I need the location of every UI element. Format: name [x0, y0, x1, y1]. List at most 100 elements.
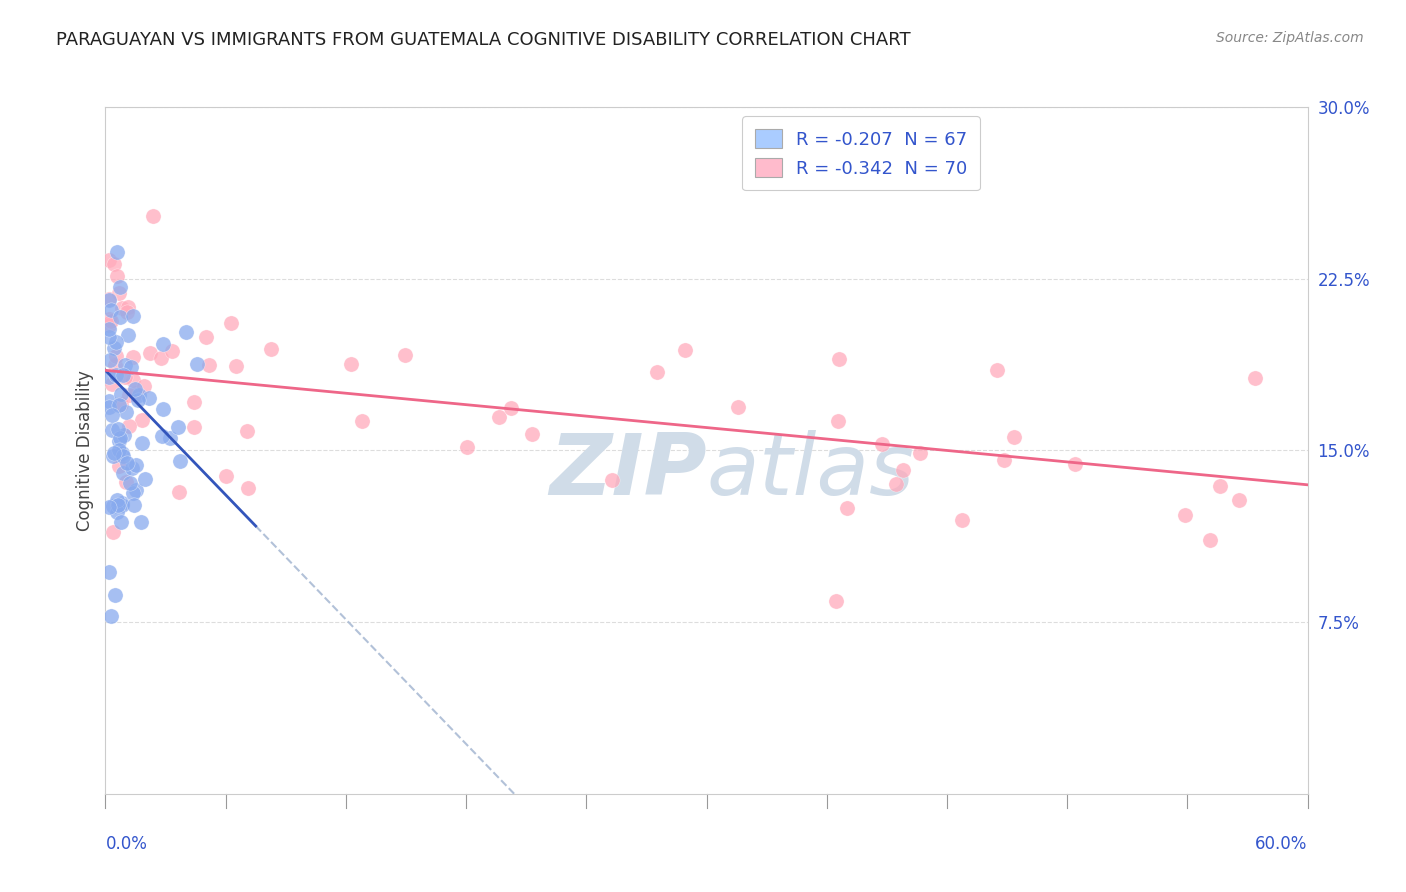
Point [125, 385, 148, 400]
Point [98, 500, 121, 515]
Point [236, 424, 259, 438]
Point [1209, 479, 1232, 493]
Text: atlas: atlas [707, 430, 914, 513]
Point [125, 458, 148, 473]
Point [1064, 457, 1087, 471]
Point [169, 454, 191, 468]
Text: 0.0%: 0.0% [105, 835, 148, 853]
Point [340, 357, 363, 371]
Point [101, 376, 124, 391]
Point [121, 486, 143, 500]
Point [111, 301, 134, 316]
Point [121, 373, 143, 387]
Point [107, 499, 129, 513]
Point [134, 472, 156, 486]
Point [98, 318, 121, 332]
Point [115, 456, 138, 470]
Point [152, 402, 174, 417]
Point [114, 475, 136, 490]
Point [107, 458, 129, 473]
Point [110, 387, 132, 401]
Point [98, 253, 121, 268]
Point [114, 369, 136, 384]
Point [118, 418, 141, 433]
Point [122, 350, 145, 364]
Point [131, 435, 153, 450]
Text: 60.0%: 60.0% [1256, 835, 1308, 853]
Point [112, 449, 135, 463]
Point [1227, 493, 1250, 508]
Point [236, 481, 259, 495]
Point [129, 515, 152, 529]
Point [131, 413, 153, 427]
Point [128, 388, 150, 402]
Text: ZIP: ZIP [548, 430, 707, 513]
Point [104, 359, 127, 373]
Point [108, 286, 131, 301]
Point [110, 431, 132, 445]
Point [122, 309, 145, 323]
Point [117, 328, 139, 343]
Point [98, 565, 121, 579]
Point [142, 210, 165, 224]
Point [993, 453, 1015, 467]
Point [110, 515, 132, 529]
Point [456, 441, 478, 455]
Point [105, 334, 128, 349]
Point [98, 292, 121, 306]
Point [105, 269, 128, 284]
Point [1244, 371, 1267, 385]
Point [260, 342, 283, 356]
Point [1174, 508, 1197, 523]
Point [100, 303, 122, 318]
Point [825, 594, 848, 608]
Point [169, 485, 191, 500]
Point [98, 394, 121, 409]
Point [101, 499, 124, 513]
Point [115, 404, 138, 418]
Point [1199, 533, 1222, 547]
Point [118, 476, 141, 491]
Point [108, 434, 131, 448]
Point [117, 305, 139, 319]
Point [108, 310, 131, 325]
Point [105, 505, 128, 519]
Point [103, 445, 125, 459]
Point [105, 349, 128, 363]
Point [114, 358, 136, 372]
Point [827, 351, 849, 366]
Y-axis label: Cognitive Disability: Cognitive Disability [76, 370, 94, 531]
Point [100, 424, 122, 438]
Point [122, 498, 145, 512]
Point [111, 445, 134, 459]
Point [98, 311, 121, 326]
Point [197, 358, 219, 372]
Point [117, 388, 139, 402]
Point [166, 420, 188, 434]
Point [100, 608, 122, 623]
Point [112, 428, 135, 442]
Point [108, 280, 131, 294]
Point [112, 368, 135, 382]
Point [98, 293, 121, 307]
Point [162, 343, 184, 358]
Point [139, 346, 162, 360]
Point [98, 321, 121, 335]
Point [117, 300, 139, 314]
Point [727, 400, 749, 414]
Point [98, 330, 121, 344]
Point [103, 449, 125, 463]
Point [673, 343, 696, 358]
Point [105, 245, 128, 260]
Point [174, 326, 197, 340]
Point [98, 370, 121, 384]
Point [111, 496, 134, 510]
Point [110, 397, 132, 411]
Point [98, 400, 121, 414]
Point [100, 313, 122, 327]
Point [891, 463, 914, 477]
Point [104, 368, 127, 382]
Point [120, 359, 142, 374]
Point [124, 382, 146, 396]
Point [950, 513, 973, 527]
